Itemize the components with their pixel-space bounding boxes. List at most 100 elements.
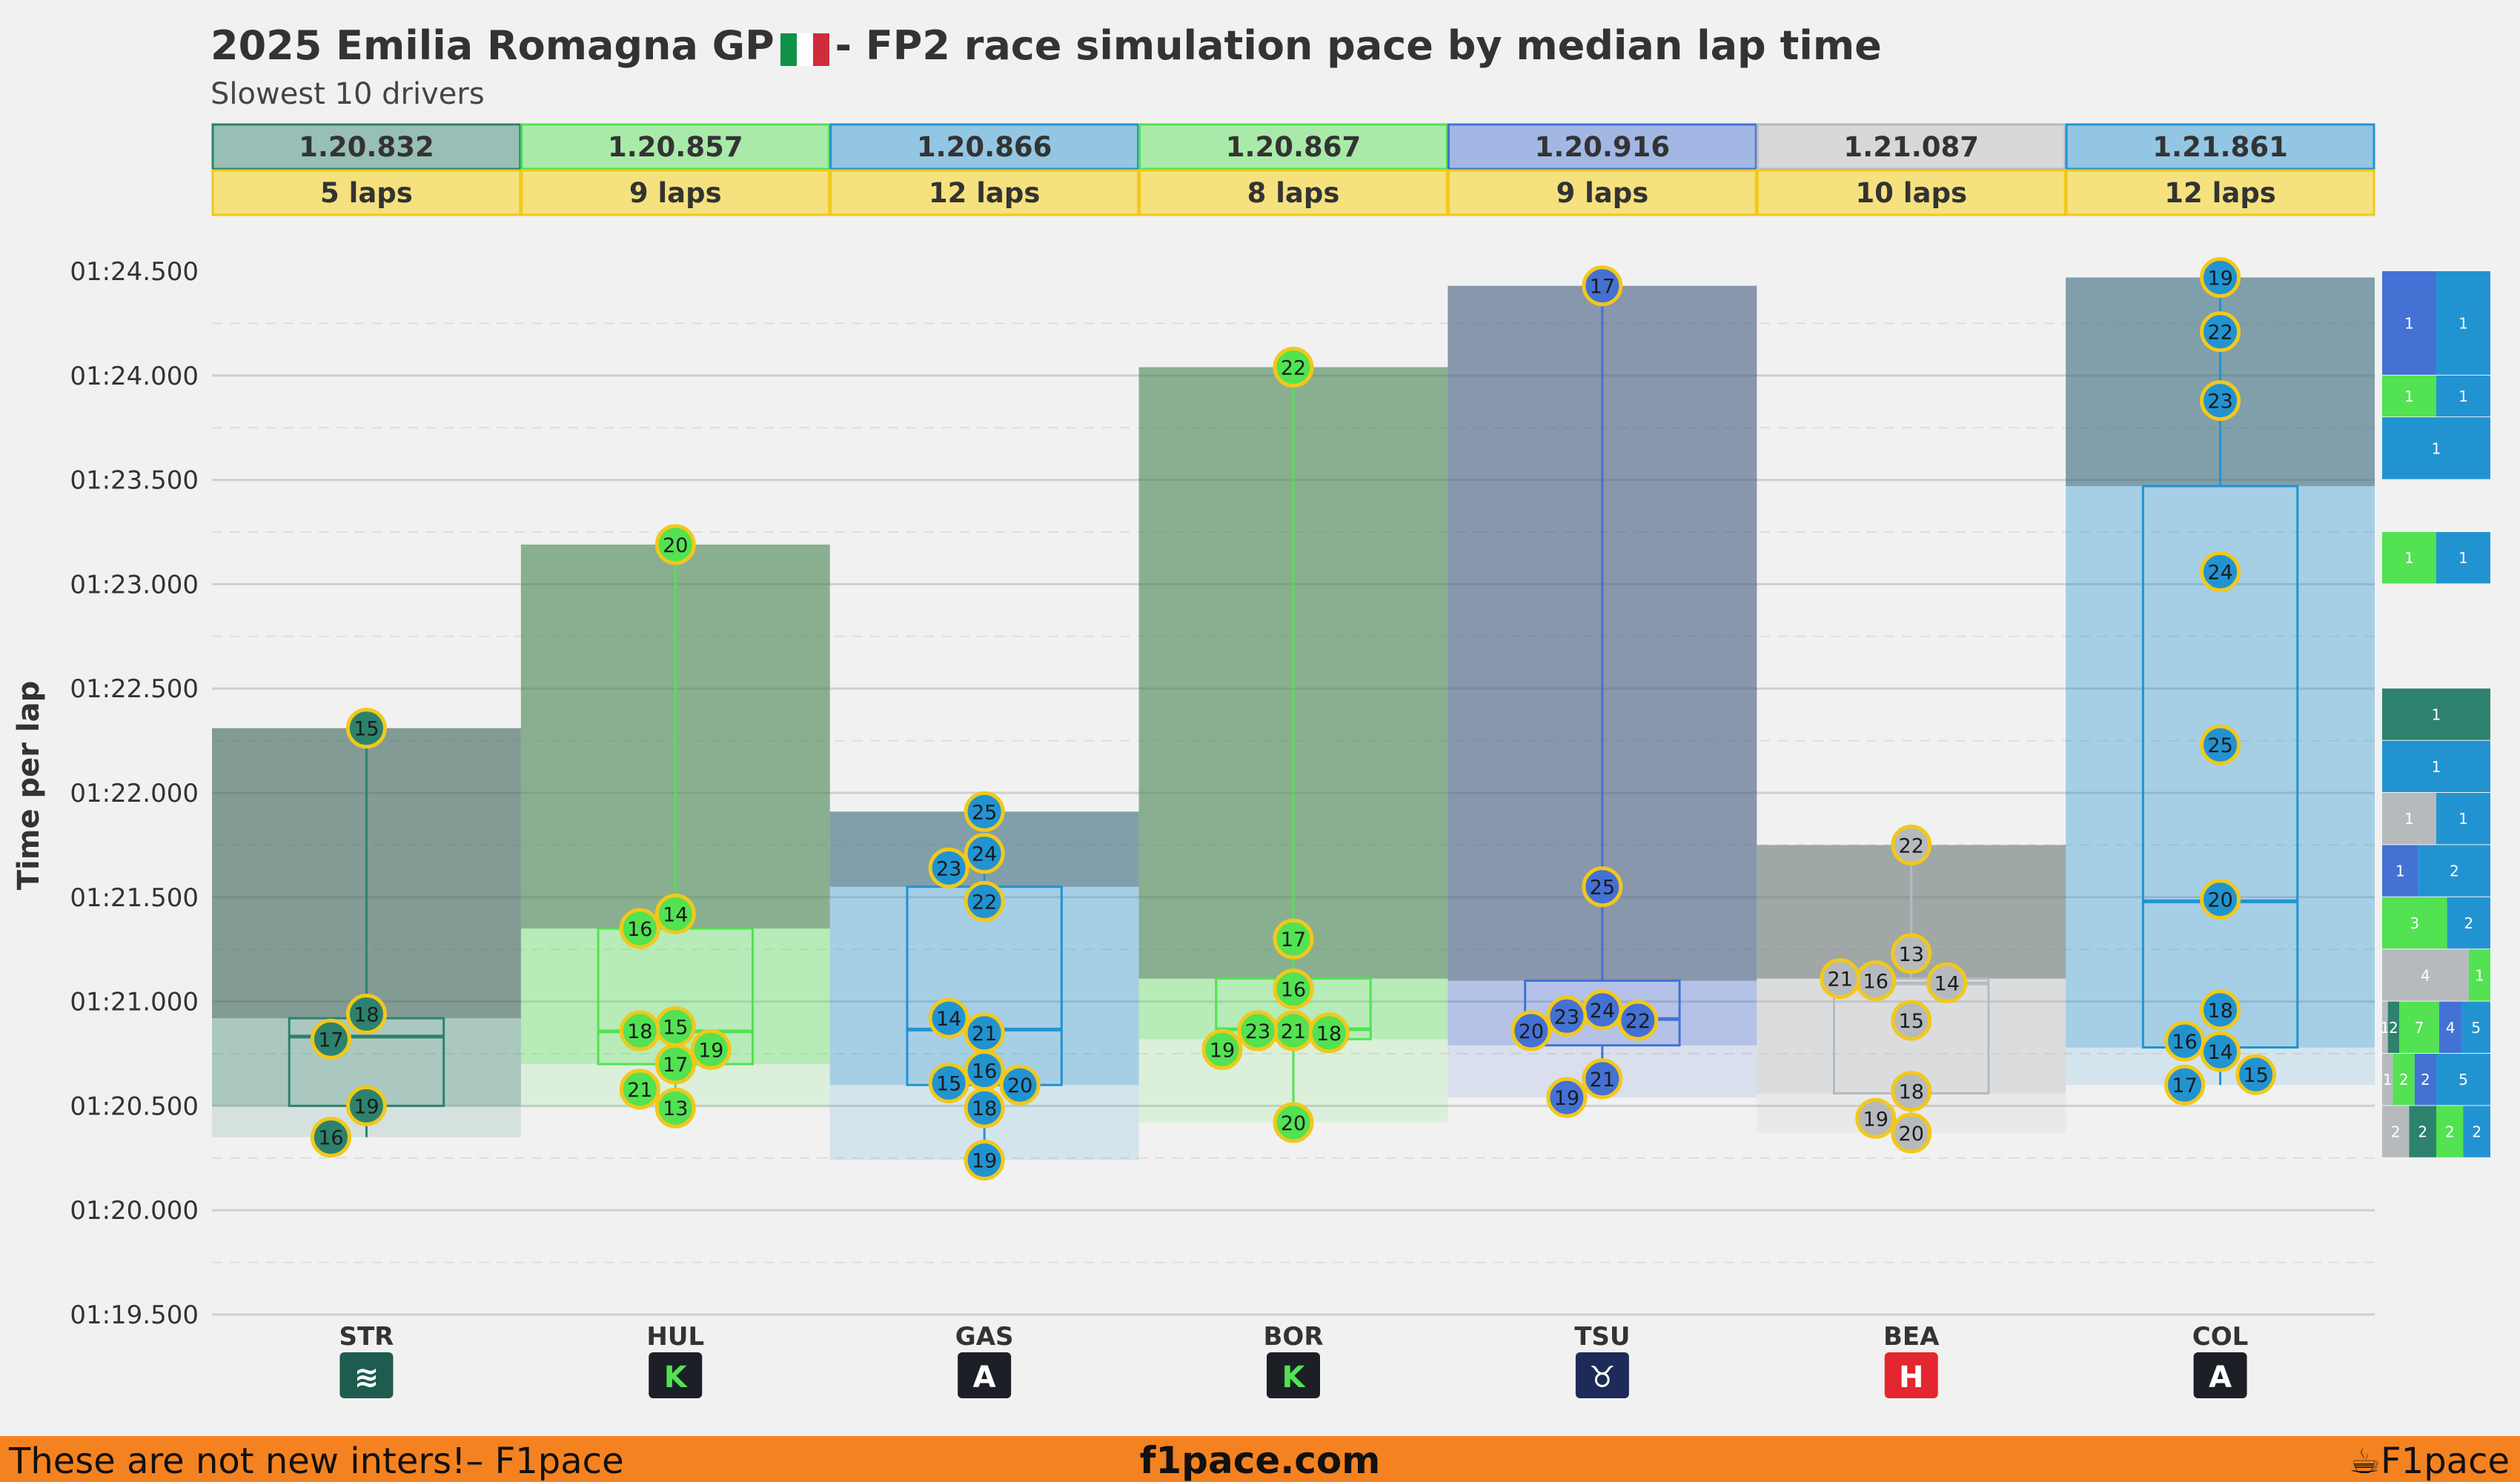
lap-marker bbox=[1308, 1012, 1350, 1054]
median-cell bbox=[1447, 123, 1757, 170]
laps-label: 12 laps bbox=[929, 177, 1041, 209]
lap-point: 18 bbox=[2200, 989, 2241, 1031]
lap-number: 17 bbox=[1281, 928, 1306, 951]
histogram-count: 1 bbox=[2395, 863, 2405, 880]
lap-marker bbox=[2200, 551, 2241, 593]
lap-point: 16 bbox=[1273, 968, 1314, 1010]
lap-marker bbox=[1855, 1097, 1897, 1139]
lap-number: 21 bbox=[627, 1079, 652, 1102]
lap-marker bbox=[1546, 995, 1588, 1037]
lap-marker bbox=[1891, 1112, 1932, 1154]
histogram-cell bbox=[2414, 1054, 2436, 1106]
lap-point: 14 bbox=[654, 893, 696, 934]
lap-number: 17 bbox=[318, 1029, 343, 1051]
median-label: 1.21.087 bbox=[1843, 131, 1979, 163]
median-label: 1.20.916 bbox=[1535, 131, 1671, 163]
footer-brand[interactable]: ☕F1pace bbox=[2349, 1441, 2510, 1482]
lap-number: 18 bbox=[972, 1097, 997, 1120]
title-part-2: - FP2 race simulation pace by median lap… bbox=[835, 22, 1882, 69]
histogram-row: 1 bbox=[2382, 688, 2490, 740]
coffee-cup-icon: ☕ bbox=[2349, 1441, 2381, 1482]
lap-number: 24 bbox=[2207, 562, 2232, 585]
lap-number: 21 bbox=[1828, 968, 1853, 991]
laps-label: 9 laps bbox=[629, 177, 722, 209]
histogram-count: 1 bbox=[2458, 314, 2468, 332]
driver-code: STR bbox=[339, 1322, 394, 1352]
logo-badge bbox=[958, 1352, 1012, 1398]
driver-code: COL bbox=[2192, 1322, 2249, 1352]
lap-point: 25 bbox=[2200, 724, 2241, 765]
lap-number: 18 bbox=[2207, 1000, 2232, 1023]
lap-marker bbox=[964, 880, 1005, 922]
histogram-count: 1 bbox=[2404, 314, 2414, 332]
title-part-1: 2025 Emilia Romagna GP bbox=[210, 22, 775, 69]
driver-column-hul: 1.20.857 9 laps 20 14 16 15 18 19 17 21 13 HUL K bbox=[520, 123, 831, 1398]
lap-number: 15 bbox=[1899, 1010, 1924, 1033]
laps-cell bbox=[829, 169, 1140, 216]
lap-marker bbox=[654, 1043, 696, 1085]
y-tick-label: 01:24.500 bbox=[70, 257, 199, 287]
histogram-count: 1 bbox=[2404, 549, 2414, 567]
lap-point: 22 bbox=[1891, 824, 1932, 865]
y-tick-label: 01:23.500 bbox=[70, 466, 199, 496]
lap-marker bbox=[928, 847, 969, 888]
histogram-cell bbox=[2382, 1001, 2388, 1053]
lap-number: 22 bbox=[1899, 834, 1924, 857]
lap-marker bbox=[345, 708, 387, 749]
lap-marker bbox=[345, 1085, 387, 1126]
lap-point: 21 bbox=[1582, 1058, 1623, 1100]
laps-cell bbox=[211, 169, 522, 216]
median-label: 1.21.861 bbox=[2152, 131, 2288, 163]
lap-point: 20 bbox=[1891, 1112, 1932, 1154]
y-tick-label: 01:20.500 bbox=[70, 1091, 199, 1121]
lap-number: 20 bbox=[1519, 1020, 1544, 1043]
histogram-cell bbox=[2382, 1106, 2410, 1157]
logo-badge bbox=[339, 1352, 394, 1398]
lap-number: 22 bbox=[1281, 357, 1306, 380]
lap-point: 17 bbox=[310, 1018, 351, 1060]
footer-site-link[interactable]: f1pace.com bbox=[1139, 1439, 1381, 1482]
logo-badge bbox=[1575, 1352, 1629, 1398]
histogram-cell bbox=[2382, 949, 2469, 1001]
lap-point: 23 bbox=[1546, 995, 1588, 1037]
lap-point: 22 bbox=[1273, 347, 1314, 388]
logo-glyph: H bbox=[1899, 1360, 1923, 1395]
histogram-count: 1 bbox=[2475, 966, 2484, 984]
logo-badge bbox=[1884, 1352, 1938, 1398]
lap-number: 14 bbox=[663, 903, 688, 926]
lap-number: 20 bbox=[1899, 1123, 1924, 1146]
lap-number: 19 bbox=[1863, 1108, 1889, 1131]
histogram-cell bbox=[2436, 1106, 2464, 1157]
lap-number: 22 bbox=[972, 891, 997, 914]
lap-point: 17 bbox=[2164, 1064, 2206, 1106]
lap-point: 20 bbox=[1511, 1010, 1552, 1051]
histogram-count: 2 bbox=[2445, 1123, 2455, 1141]
lap-marker bbox=[1201, 1029, 1243, 1070]
lap-number: 14 bbox=[936, 1008, 961, 1031]
lap-point: 16 bbox=[1855, 960, 1897, 1001]
lap-marker bbox=[2164, 1064, 2206, 1106]
alpine-logo-icon: A bbox=[958, 1352, 1012, 1398]
lap-point: 18 bbox=[619, 1010, 660, 1051]
lap-number: 24 bbox=[1590, 1000, 1615, 1023]
logo-badge bbox=[649, 1352, 703, 1398]
lap-point: 19 bbox=[690, 1029, 732, 1070]
lap-marker bbox=[1273, 918, 1314, 960]
lap-marker bbox=[999, 1064, 1041, 1106]
lap-point: 25 bbox=[1582, 866, 1623, 908]
histogram-count: 1 bbox=[2404, 810, 2414, 828]
lap-marker bbox=[2200, 724, 2241, 765]
histogram-count: 1 bbox=[2458, 549, 2468, 567]
lap-marker bbox=[964, 1140, 1005, 1181]
median-cell bbox=[2065, 123, 2375, 170]
histogram-count: 1 bbox=[2404, 388, 2414, 405]
median-cell bbox=[520, 123, 831, 170]
lap-point: 19 bbox=[1855, 1097, 1897, 1139]
lap-point: 21 bbox=[619, 1069, 660, 1110]
lap-marker bbox=[2200, 380, 2241, 422]
laps-cell bbox=[520, 169, 831, 216]
histogram-cell bbox=[2438, 1001, 2462, 1053]
